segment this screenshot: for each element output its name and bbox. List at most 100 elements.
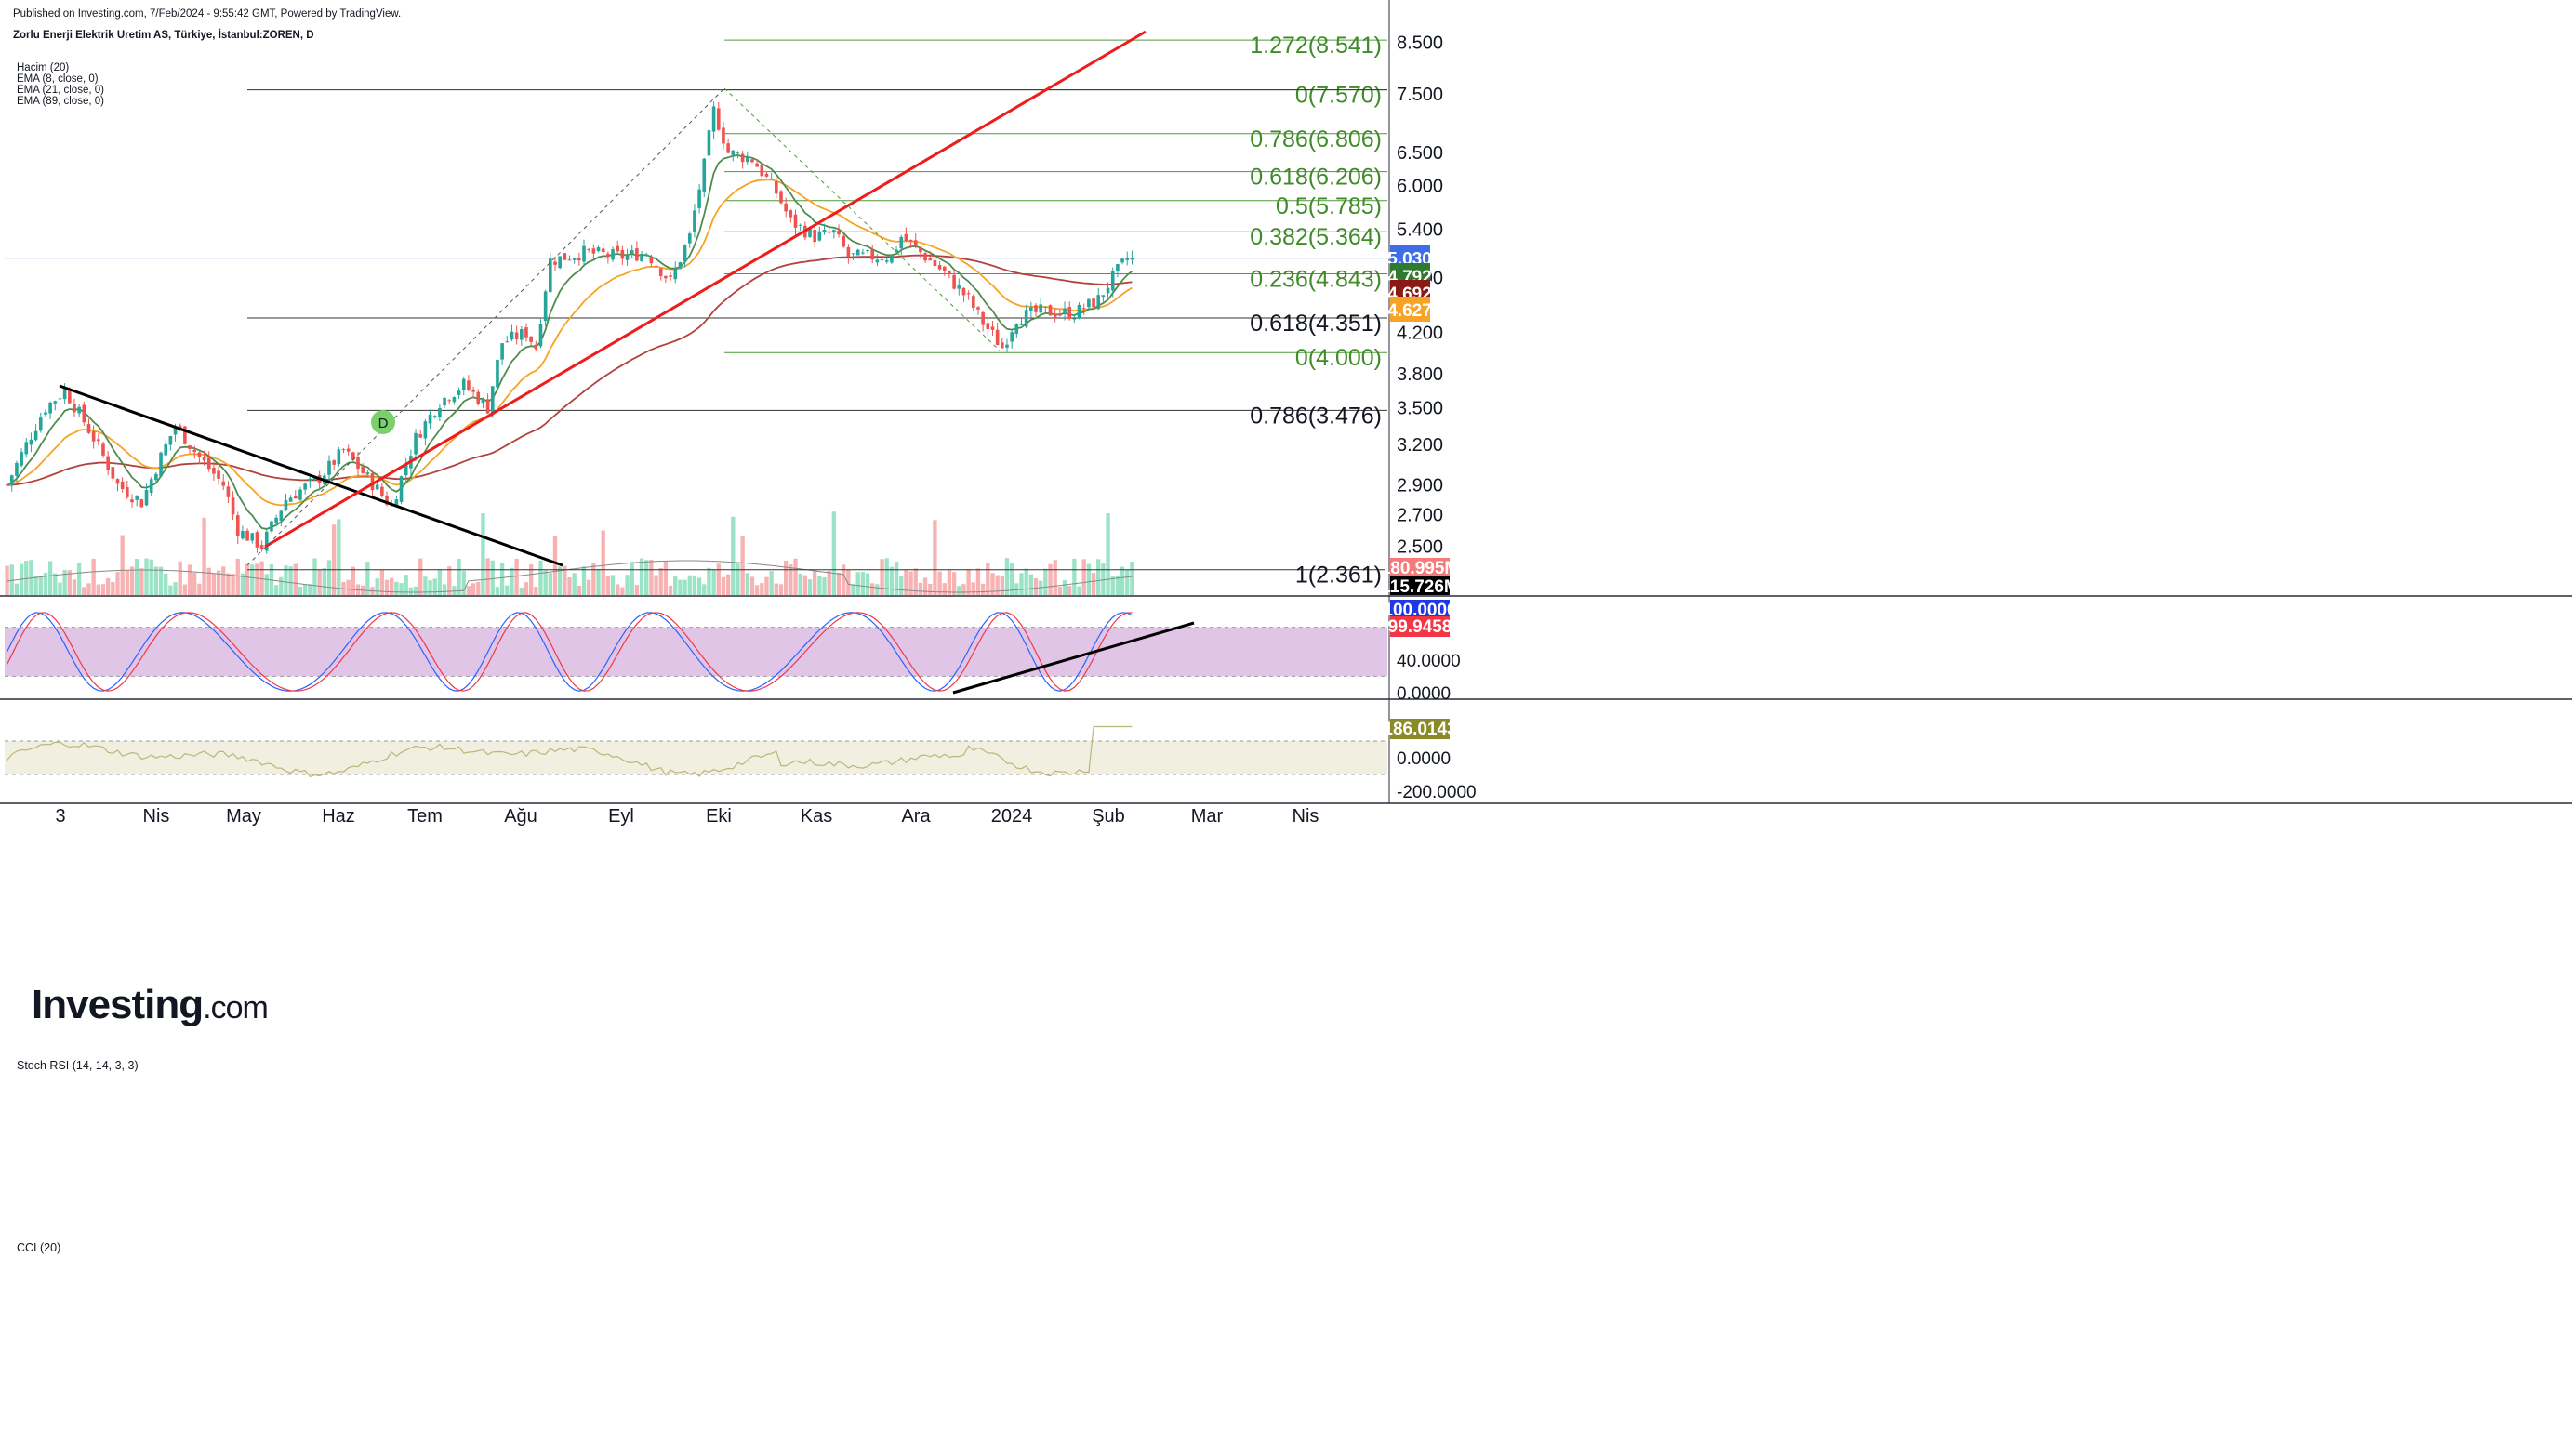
stoch-d-badge: 99.9458 (1388, 617, 1452, 637)
indicator-ema89-label[interactable]: EMA (89, close, 0) (17, 96, 104, 107)
candle-body (678, 262, 683, 269)
volume-bar (1028, 574, 1034, 595)
volume-bar (692, 575, 697, 595)
volume-bar (43, 572, 48, 595)
candle-body (385, 495, 389, 505)
volume-bar (302, 584, 308, 595)
candle-body (1125, 258, 1130, 260)
symbol-title: Zorlu Enerji Elektrik Uretim AS, Türkiye… (13, 30, 314, 41)
volume-bar (610, 575, 616, 595)
volume-bar (855, 572, 860, 595)
time-axis-label: Eki (706, 806, 732, 827)
candle-body (428, 414, 432, 424)
indicator-volume-label[interactable]: Hacim (20) (17, 62, 70, 73)
candle-body (231, 497, 235, 515)
candle-body (399, 476, 404, 502)
volume-bar (649, 560, 654, 595)
volume-bar (96, 584, 100, 595)
volume-bar (620, 587, 625, 595)
volume-bar (798, 573, 802, 595)
volume-bar (317, 569, 322, 595)
candle-body (1106, 287, 1110, 294)
candle-body (986, 323, 990, 329)
indicator-ema21-label[interactable]: EMA (21, close, 0) (17, 85, 104, 96)
candle-body (1092, 298, 1095, 308)
candle-body (1001, 342, 1004, 349)
volume-bar (567, 576, 572, 595)
price-tick-label: 3.200 (1397, 435, 1443, 456)
candle-body (264, 531, 269, 551)
volume-bar (842, 564, 846, 595)
candle-body (250, 533, 255, 541)
candle-body (775, 180, 778, 194)
candle-body (971, 296, 975, 308)
candle-body (817, 232, 822, 241)
candle-body (760, 164, 764, 177)
volume-bar (634, 585, 640, 595)
time-axis-label: Haz (322, 806, 355, 827)
candle-body (904, 233, 908, 242)
volume-bar (807, 579, 813, 595)
volume-bar (9, 564, 14, 595)
time-axis-label: Kas (801, 806, 832, 827)
candle-body (53, 401, 58, 404)
volume-bar (192, 573, 197, 595)
candle-body (221, 481, 226, 486)
volume-bar (1043, 568, 1048, 595)
volume-bar (749, 576, 755, 595)
candle-body (587, 248, 590, 250)
volume-bar (971, 582, 975, 595)
candle-body (995, 329, 1000, 346)
candle-body (707, 130, 711, 156)
ema8-line (7, 153, 1133, 530)
indicator-ema8-label[interactable]: EMA (8, close, 0) (17, 73, 99, 85)
volume-bar (337, 519, 341, 595)
volume-bar (466, 586, 471, 595)
volume-bar (144, 558, 149, 595)
candle-body (202, 457, 206, 461)
volume-bar (490, 560, 495, 595)
volume-bar (616, 584, 620, 595)
candle-body (115, 479, 120, 484)
volume-ma-badge: 115.726M (1381, 577, 1458, 597)
volume-bar (1019, 573, 1024, 595)
volume-bar (413, 586, 418, 595)
volume-bar (1024, 568, 1028, 595)
volume-bar (250, 564, 255, 595)
volume-bar (802, 575, 808, 595)
cci-title[interactable]: CCI (20) (17, 1241, 61, 1254)
time-axis-label: Tem (407, 806, 443, 827)
candle-body (173, 426, 178, 435)
candle-body (73, 404, 76, 413)
candle-body (673, 268, 678, 280)
candle-body (351, 452, 355, 460)
volume-bar (1009, 563, 1014, 595)
volume-bar (581, 566, 587, 595)
volume-bar (557, 566, 563, 595)
candle-body (284, 499, 288, 511)
volume-bar (437, 569, 443, 595)
volume-bar (831, 511, 837, 595)
fib-retrace-dashed (723, 87, 1001, 351)
stoch-d-line (7, 612, 1133, 692)
candle-body (687, 233, 692, 244)
fib-upper-label: 0.382(5.364) (1250, 224, 1382, 250)
candle-body (418, 434, 423, 438)
volume-bar (240, 573, 245, 595)
stoch-rsi-title[interactable]: Stoch RSI (14, 14, 3, 3) (17, 1059, 139, 1072)
volume-bar (139, 568, 144, 595)
candle-body (664, 275, 668, 279)
volume-bar (86, 583, 91, 595)
candle-body (62, 389, 67, 400)
volume-bar (312, 558, 317, 595)
volume-bar (577, 585, 582, 595)
ema21-line (7, 179, 1133, 507)
candle-body (596, 247, 601, 251)
price-tick-label: 2.900 (1397, 476, 1443, 496)
candle-body (9, 475, 14, 485)
volume-bar (24, 560, 29, 595)
candle-body (923, 253, 927, 261)
volume-bar (1048, 563, 1053, 595)
candle-body (567, 259, 572, 261)
candle-body (658, 268, 663, 276)
